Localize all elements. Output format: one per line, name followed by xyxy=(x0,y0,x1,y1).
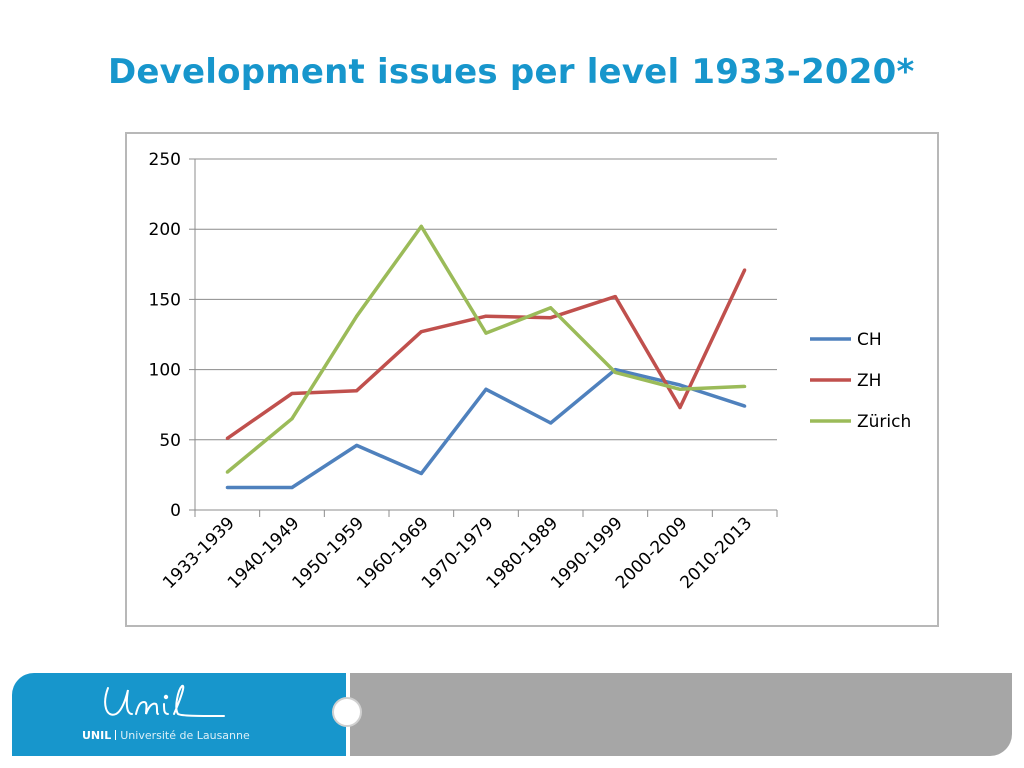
data-point-z-rich xyxy=(419,224,423,228)
data-point-ch xyxy=(484,387,488,391)
data-point-z-rich xyxy=(678,387,682,391)
series-line-zh xyxy=(226,269,747,440)
unil-script-logo-icon xyxy=(104,684,225,717)
data-point-z-rich xyxy=(290,417,294,421)
chart-frame: 0 50 100 150 200 250 1933-1939 1940-1949 1950-1… xyxy=(125,132,939,627)
logo-abbr: UNIL xyxy=(82,729,112,742)
footer-dot xyxy=(332,697,362,727)
data-point-ch xyxy=(355,443,359,448)
grid-layer xyxy=(195,158,777,441)
legend-label-ch: CH xyxy=(857,330,882,350)
legend: CH ZH Zürich xyxy=(810,330,911,432)
data-point-z-rich xyxy=(225,470,229,474)
axis-layer xyxy=(189,158,778,517)
data-point-ch xyxy=(743,404,747,408)
y-tick-label: 200 xyxy=(149,220,181,240)
data-point-ch xyxy=(225,485,229,490)
y-tick-label: 50 xyxy=(159,431,181,451)
data-point-ch xyxy=(678,383,682,387)
data-point-zh xyxy=(743,268,747,272)
data-point-zh xyxy=(355,389,359,393)
y-tick-label: 250 xyxy=(149,150,181,170)
y-tick-label: 100 xyxy=(149,361,181,381)
legend-label-zh: ZH xyxy=(857,371,881,391)
data-point-z-rich xyxy=(613,370,617,375)
y-tick-label: 150 xyxy=(149,290,181,310)
line-chart: 0 50 100 150 200 250 1933-19391940-19491950-1… xyxy=(149,150,912,593)
logo-separator xyxy=(115,730,117,740)
data-point-z-rich xyxy=(549,306,553,310)
unil-logo-text: UNIL Université de Lausanne xyxy=(82,729,250,742)
data-point-z-rich xyxy=(355,314,359,318)
data-point-zh xyxy=(290,391,294,396)
data-point-zh xyxy=(613,294,617,299)
data-point-z-rich xyxy=(743,384,747,389)
series-line-z-rich xyxy=(226,224,745,474)
footer-gray-bar xyxy=(350,673,1012,756)
data-point-zh xyxy=(678,405,682,410)
footer-edge xyxy=(1012,673,1018,756)
x-tick-labels: 1933-19391940-19491950-19591960-19691970… xyxy=(159,513,756,593)
series-layer xyxy=(225,224,747,490)
y-tick-label: 0 xyxy=(170,501,181,521)
slide-title: Development issues per level 1933-2020* xyxy=(108,52,915,92)
data-point-zh xyxy=(419,330,423,334)
unil-logo-script xyxy=(100,682,230,730)
y-tick-labels: 0 50 100 150 200 250 xyxy=(149,150,181,521)
logo-university-name: Université de Lausanne xyxy=(120,729,250,742)
data-point-zh xyxy=(225,436,229,440)
data-point-zh xyxy=(484,314,488,318)
data-point-ch xyxy=(549,421,553,425)
data-point-zh xyxy=(549,316,553,320)
legend-label-z-rich: Zürich xyxy=(857,412,911,432)
data-point-ch xyxy=(290,485,294,490)
data-point-ch xyxy=(419,471,423,476)
data-point-z-rich xyxy=(484,331,488,335)
